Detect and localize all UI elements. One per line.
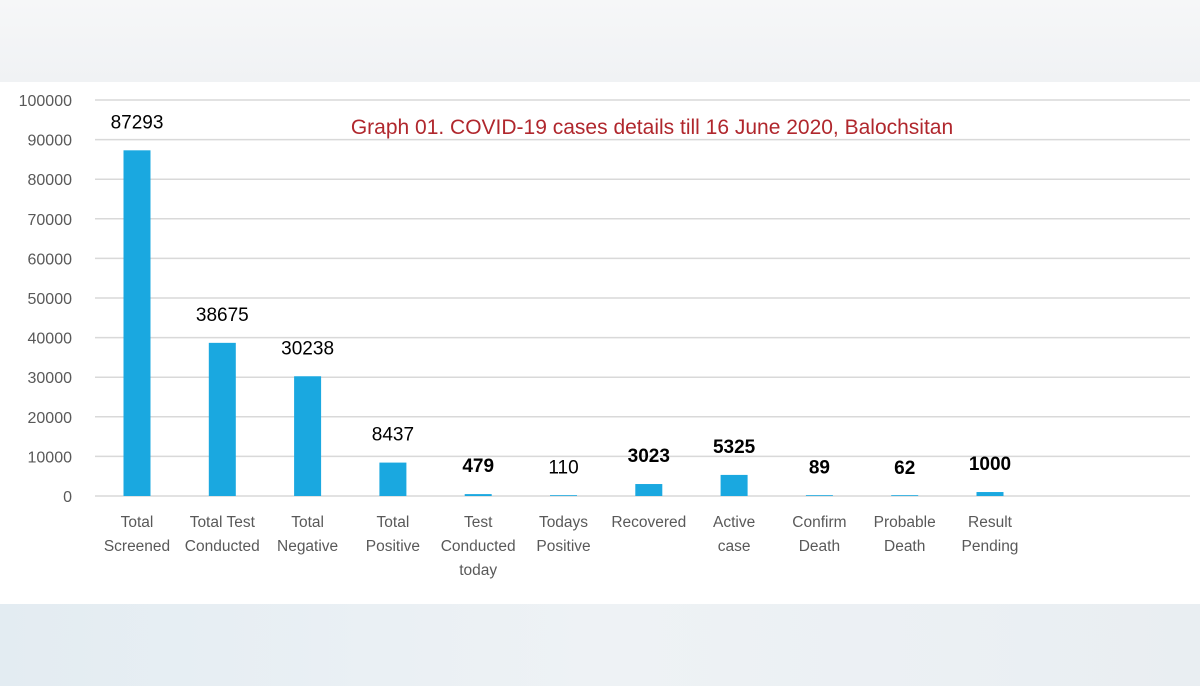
data-label: 30238 [281, 338, 334, 359]
category-label: Todays [539, 514, 588, 531]
category-label: Total Test [190, 514, 256, 531]
category-label: Active [713, 514, 755, 531]
bars [123, 150, 1004, 497]
category-label: Conducted [185, 538, 260, 555]
x-axis-categories: Total Screened Total Test Conducted Total Neg… [104, 514, 1019, 579]
data-label: 38675 [196, 305, 249, 326]
category-label: Probable [874, 514, 936, 531]
category-label: Result [968, 514, 1013, 531]
data-label: 110 [548, 458, 578, 479]
chart-card [0, 82, 1200, 604]
bottom-background [0, 604, 1200, 686]
y-axis-ticks: 0 10000 20000 30000 40000 50000 60000 70000 8000… [19, 93, 72, 506]
chart-title: Graph 01. COVID-19 cases details till 16… [351, 116, 953, 139]
data-label: 5325 [713, 437, 756, 458]
category-label: Negative [277, 538, 338, 555]
data-label: 89 [809, 458, 830, 479]
category-label: case [718, 538, 751, 555]
bar [550, 495, 577, 496]
data-label: 62 [894, 458, 915, 479]
bar [464, 494, 492, 496]
bar [805, 495, 833, 496]
bar [379, 462, 407, 496]
data-labels: 87293 38675 30238 8437 479 110 3023 5325 89 62 100… [111, 112, 1012, 478]
bar [976, 492, 1004, 496]
category-label: Recovered [611, 514, 686, 531]
category-label: Test [464, 514, 493, 531]
data-label: 3023 [628, 446, 670, 467]
category-label: Total [121, 514, 154, 531]
data-label: 87293 [111, 112, 164, 133]
top-background [0, 0, 1200, 82]
y-tick-label: 100000 [19, 93, 72, 110]
bar [720, 474, 748, 496]
y-tick-label: 50000 [28, 291, 73, 308]
category-label: Death [884, 538, 925, 555]
y-tick-label: 0 [63, 489, 72, 506]
category-label: Death [799, 538, 840, 555]
category-label: Confirm [792, 514, 846, 531]
y-tick-label: 80000 [28, 172, 73, 189]
y-tick-label: 60000 [28, 251, 73, 268]
y-tick-label: 70000 [28, 212, 73, 229]
y-tick-label: 40000 [28, 331, 73, 348]
data-label: 479 [462, 456, 494, 477]
category-label: Positive [366, 538, 420, 555]
category-label: Positive [536, 538, 590, 555]
category-label: Pending [962, 538, 1019, 555]
category-label: Screened [104, 538, 170, 555]
data-label: 1000 [969, 454, 1011, 475]
bar [208, 342, 236, 496]
bar [294, 376, 322, 496]
category-label: Total [291, 514, 324, 531]
y-tick-label: 20000 [28, 410, 73, 427]
category-label: today [459, 562, 497, 579]
bar [891, 495, 919, 496]
bar [123, 150, 151, 497]
y-tick-label: 30000 [28, 370, 73, 387]
bar [635, 484, 663, 496]
category-label: Total [377, 514, 410, 531]
category-label: Conducted [441, 538, 516, 555]
gridlines [95, 99, 1190, 497]
y-tick-label: 90000 [28, 133, 73, 150]
y-tick-label: 10000 [28, 449, 73, 466]
data-label: 8437 [372, 425, 414, 446]
